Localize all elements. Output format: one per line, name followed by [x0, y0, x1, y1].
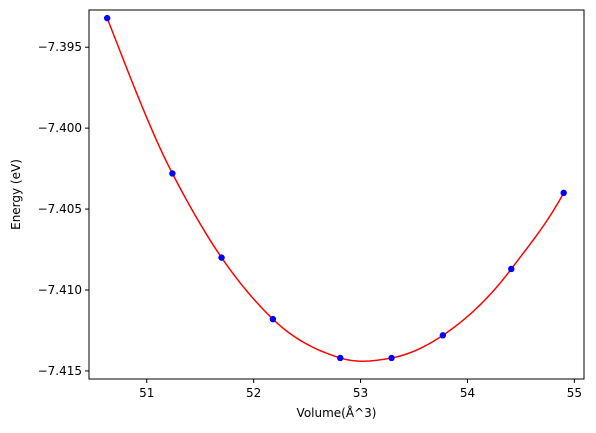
x-tick-label: 52: [246, 386, 261, 400]
y-tick-label: −7.400: [38, 121, 82, 135]
x-tick-label: 55: [567, 386, 582, 400]
data-point: [560, 189, 567, 197]
data-point: [439, 332, 447, 339]
data-point: [103, 14, 111, 22]
plot-area: [103, 14, 567, 362]
x-axis-ticks: 51 52 53 54 55: [139, 379, 582, 400]
y-tick-label: −7.410: [38, 283, 82, 297]
y-tick-label: −7.415: [38, 364, 82, 378]
data-point: [269, 315, 277, 323]
y-tick-label: −7.405: [38, 202, 82, 216]
data-point: [388, 354, 395, 362]
x-axis-label: Volume(Å^3): [297, 405, 377, 420]
y-axis-label: Energy (eV): [9, 159, 23, 230]
y-tick-label: −7.395: [38, 40, 82, 54]
fit-curve: [106, 17, 565, 362]
data-point: [337, 354, 344, 362]
x-tick-label: 51: [139, 386, 154, 400]
x-tick-label: 54: [460, 386, 475, 400]
data-point: [169, 170, 176, 177]
x-tick-label: 53: [353, 386, 368, 400]
y-axis-ticks: −7.395 −7.400 −7.405 −7.410 −7.415: [38, 40, 89, 378]
axes-frame: [88, 9, 585, 380]
data-point: [218, 254, 225, 261]
data-point: [508, 265, 515, 273]
